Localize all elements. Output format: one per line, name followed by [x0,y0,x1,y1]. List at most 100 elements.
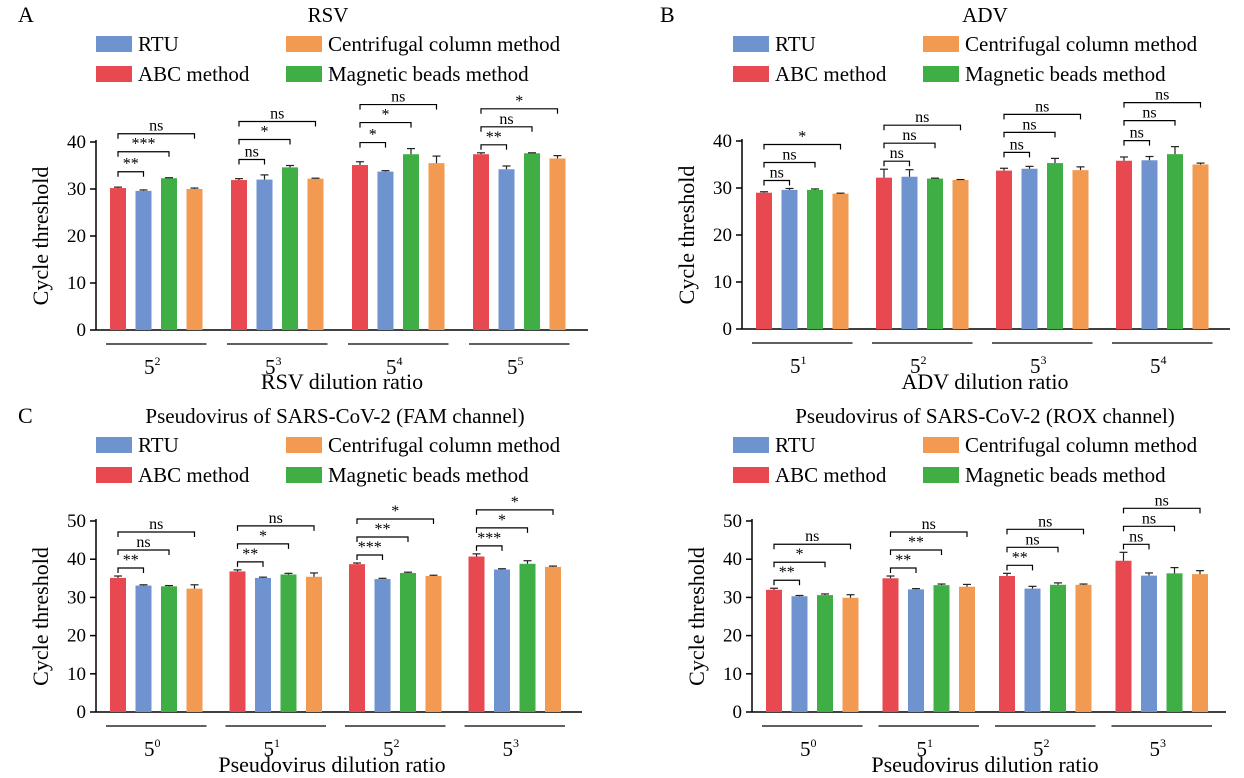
x-tick-base: 5 [503,737,514,761]
y-tick-label: 10 [67,273,86,294]
x-axis-label: ADV dilution ratio [901,369,1068,394]
bar [952,180,969,329]
y-tick-label: 40 [67,132,86,153]
significance-bracket: * [480,93,559,114]
bracket-line [773,543,852,550]
bar [306,576,322,712]
bar [1192,164,1209,329]
bracket-line [889,567,917,574]
y-tick-label: 30 [713,178,732,199]
legend: RTU Centrifugal column method ABC method Ma… [733,32,1198,86]
bracket-line [1123,120,1176,126]
significance-label: ** [779,564,795,581]
significance-bracket: ns [883,145,911,167]
bracket-line [883,142,936,149]
bar [791,596,808,712]
bracket-line [763,143,842,150]
bracket-line [889,549,943,556]
significance-bracket: ns [1006,531,1059,553]
x-tick-base: 5 [790,354,801,378]
bar [498,169,515,330]
y-tick-label: 20 [723,626,742,647]
bar [781,189,798,329]
y-tick-label: 10 [713,272,732,293]
significance-label: ns [922,516,936,533]
bar [1115,560,1132,712]
significance-bracket: * [236,528,290,549]
category-group: 51****ns [878,516,979,761]
x-tick-label: 52 [144,354,161,379]
x-tick-base: 5 [264,737,275,761]
bracket-line [356,536,409,543]
category-group: 51***ns [225,510,326,761]
bar [901,176,918,329]
x-tick-label: 52 [910,353,927,378]
bracket-line [889,531,968,538]
y-tick-label: 20 [67,626,86,647]
legend-label: RTU [775,32,816,56]
significance-label: ns [149,516,163,533]
bracket-line [238,158,266,165]
y-axis-label: Cycle threshold [684,547,709,686]
significance-bracket: ns [763,146,816,168]
x-tick-base: 5 [507,355,518,379]
x-tick-exponent: 2 [1044,736,1050,750]
y-axis-label: Cycle threshold [28,547,53,686]
bar [110,577,126,712]
significance-label: * [511,494,519,511]
bracket-line [480,108,559,114]
significance-bracket: ns [1003,116,1056,138]
significance-label: ns [1035,98,1049,115]
y-tick-label: 20 [67,226,86,247]
significance-label: * [261,124,269,141]
bar [1167,154,1183,329]
significance-label: * [259,528,267,545]
significance-bracket: ns [238,144,266,165]
significance-bracket: * [763,128,842,150]
bar [1166,573,1183,712]
bracket-line [117,151,170,157]
chart-title: ADV [962,3,1008,27]
bracket-line [359,103,438,110]
legend-label: ABC method [775,463,887,487]
legend-swatch [923,467,959,483]
bar [842,597,859,712]
significance-bracket: ns [1123,105,1176,126]
bar [1116,160,1132,329]
y-axis-label: Cycle threshold [28,167,53,306]
legend: RTU Centrifugal column method ABC method Ma… [733,433,1198,487]
category-group: 55 **ns* [469,93,570,379]
legend-swatch [96,66,132,82]
legend-label: ABC method [138,62,250,86]
significance-label: ns [245,144,259,161]
significance-label: ns [1129,528,1143,545]
significance-bracket: ** [480,129,508,150]
significance-bracket: ns [1122,528,1150,550]
y-tick-label: 20 [713,225,732,246]
significance-label: * [391,503,399,520]
panel-d: Pseudovirus of SARS-CoV-2 (ROX channel) R… [684,404,1226,777]
bar [1072,170,1089,329]
bar [959,586,975,712]
legend-label: Magnetic beads method [328,62,529,86]
bracket-line [117,133,196,139]
bracket-line [773,561,826,568]
bar [374,579,391,712]
legend: RTU Centrifugal column method ABC method Ma… [96,433,561,487]
legend-label: ABC method [138,463,250,487]
bar [135,585,152,712]
bar [876,177,892,329]
bracket-line [236,543,290,549]
x-tick-base: 5 [800,737,811,761]
significance-label: ** [123,156,139,173]
significance-bracket: * [475,494,554,515]
y-tick-label: 40 [723,549,742,570]
panel-b: B ADV RTU Centrifugal column method ABC meth… [660,2,1230,394]
bar [807,189,823,329]
significance-label: ns [1130,125,1144,142]
x-tick-label: 52 [383,736,400,761]
bar [468,556,485,712]
significance-label: ns [1010,136,1024,153]
